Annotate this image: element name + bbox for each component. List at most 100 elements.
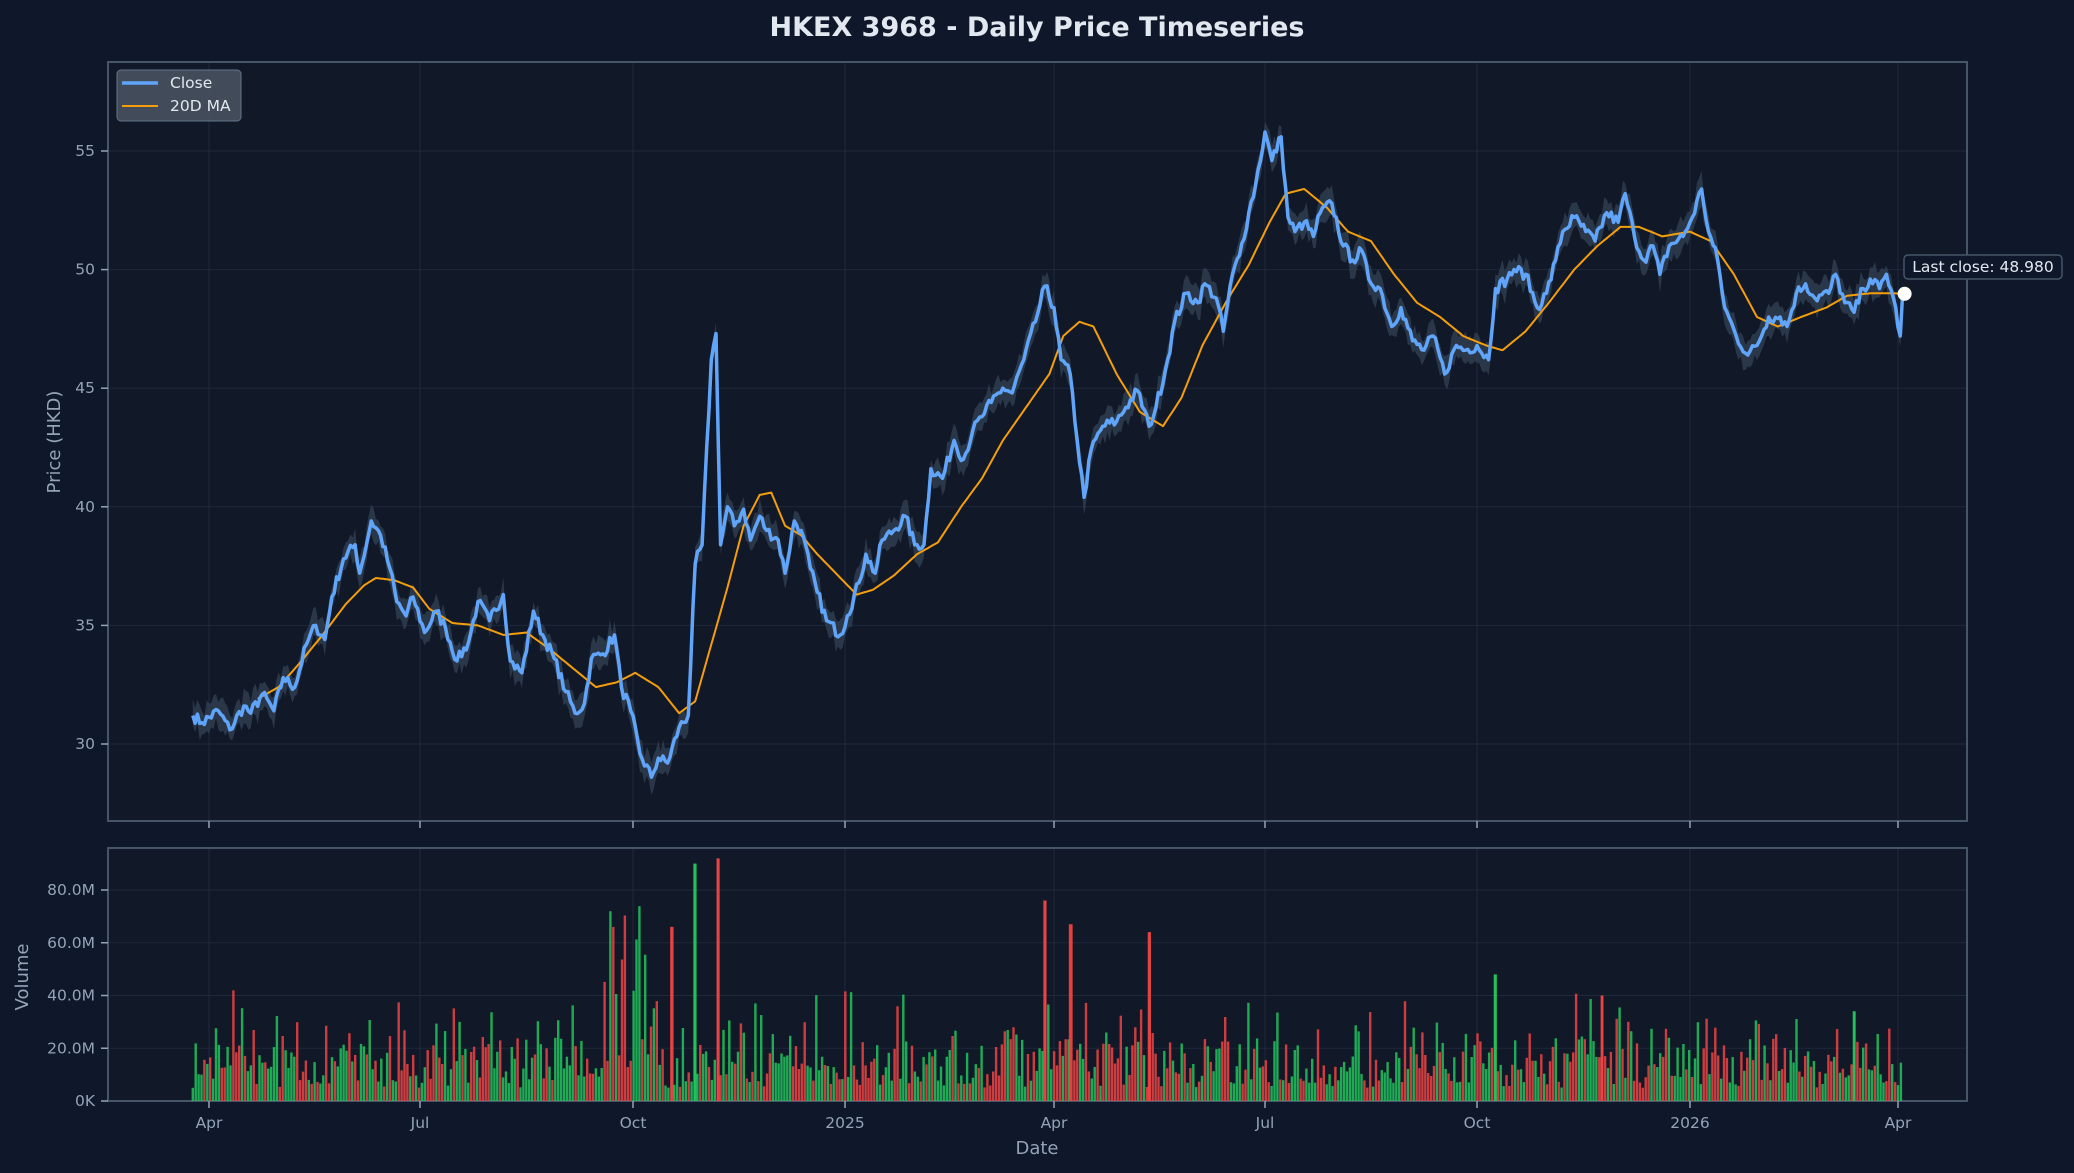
volume-bar [1519,1069,1523,1101]
volume-tick-label: 40.0M [47,987,95,1005]
volume-bar [1801,1076,1804,1101]
volume-bar [594,1068,598,1101]
volume-bar [1322,1065,1325,1101]
volume-bar [1676,1047,1679,1101]
volume-bar [1087,1071,1091,1101]
volume-bar [536,1021,540,1101]
volume-bar [269,1066,273,1101]
last-close-marker [1897,286,1912,301]
volume-bar [1775,1034,1778,1101]
volume-bar [844,991,847,1101]
volume-bar [1862,1047,1865,1101]
volume-bar [968,1083,972,1101]
volume-bar [1110,1047,1114,1101]
volume-bar [1406,1068,1410,1101]
legend-ma-label: 20D MA [170,97,231,115]
volume-bar [1279,1079,1282,1101]
volume-bar [1369,1012,1372,1101]
volume-bar [849,992,853,1101]
volume-bar [762,1086,766,1101]
volume-bar [490,1012,493,1101]
volume-bar [1569,1061,1572,1101]
annotation-box [1903,254,2063,280]
volume-bar [327,1083,331,1101]
volume-bar [615,994,618,1101]
volume-bar [1168,1042,1172,1101]
volume-bar [1400,1082,1404,1101]
volume-bar [1142,1055,1146,1101]
volume-bar [1151,1033,1154,1101]
volume-bar [1206,1046,1209,1101]
volume-bar [1728,1082,1731,1101]
volume-bar [545,1048,548,1101]
ma-line [257,188,1903,715]
volume-bar [687,1072,690,1101]
volume-bar [1780,1069,1784,1101]
x-tick-label: Oct [1464,1114,1491,1132]
volume-bar [403,1030,406,1101]
volume-bar [264,1062,267,1101]
volume-bar [1125,1046,1128,1101]
volume-bar [1334,1066,1337,1101]
volume-bar [1505,1075,1508,1101]
volume-bar [1377,1080,1381,1101]
volume-bar [551,1079,554,1101]
volume-bar [1786,1082,1789,1101]
volume-bar [1392,1082,1395,1101]
volume-bar [803,1022,806,1101]
volume-bar [1731,1057,1734,1101]
volume-bar [806,1065,809,1101]
volume-bar [1113,1063,1117,1101]
volume-bar [1612,1084,1615,1101]
volume-bar [1253,1048,1256,1101]
last-close-label: Last close: 48.980 [1912,258,2054,276]
volume-bar [345,1050,348,1101]
volume-bar [478,1077,482,1101]
volume-bar [1090,1078,1093,1101]
volume-bar [1783,1047,1787,1101]
volume-bar [1050,1069,1053,1101]
price-gridlines [109,63,1966,820]
volume-bar [1699,1084,1702,1101]
volume-bar [815,995,818,1101]
x-tick-label: Oct [620,1114,647,1132]
volume-bar [1708,1074,1711,1101]
volume-bar [893,1048,896,1101]
volume-bar [409,1076,412,1101]
volume-bar [1609,1051,1613,1101]
volume-bar [391,1080,395,1101]
volume-bar [380,1058,383,1101]
volume-bar [1200,1075,1204,1101]
volume-bar [916,1076,919,1101]
volume-bar [255,1083,258,1101]
volume-bar [1270,1086,1273,1101]
volume-bar [1325,1084,1328,1101]
volume-bar [1627,1021,1630,1101]
volume-bar [971,1077,975,1101]
volume-bar [1772,1038,1775,1101]
volume-bar [1473,1045,1476,1101]
volume-bar [797,1069,801,1101]
volume-bar [1893,1082,1897,1101]
volume-bar [1429,1076,1433,1101]
volume-bar [1023,1086,1027,1101]
volume-bar [191,1087,194,1101]
volume-bar [1769,1080,1772,1101]
volume-bar [736,1051,740,1101]
volume-bar [936,1080,940,1101]
volume-bar [1833,1056,1836,1101]
volume-bar [1421,1032,1424,1101]
volume-bar [1415,1054,1418,1101]
price-x-ticks [208,821,1899,828]
volume-bar [690,1081,693,1101]
volume-bar [1192,1064,1195,1101]
volume-bar [1331,1086,1334,1101]
volume-bar [635,939,638,1101]
volume-bar [438,1057,441,1101]
volume-bar [557,1020,560,1101]
x-tick-label: Jul [410,1114,430,1132]
volume-bar [348,1033,351,1101]
volume-bar [200,1074,203,1101]
x-tick-label: Apr [196,1114,223,1132]
volume-bar [571,1005,574,1101]
